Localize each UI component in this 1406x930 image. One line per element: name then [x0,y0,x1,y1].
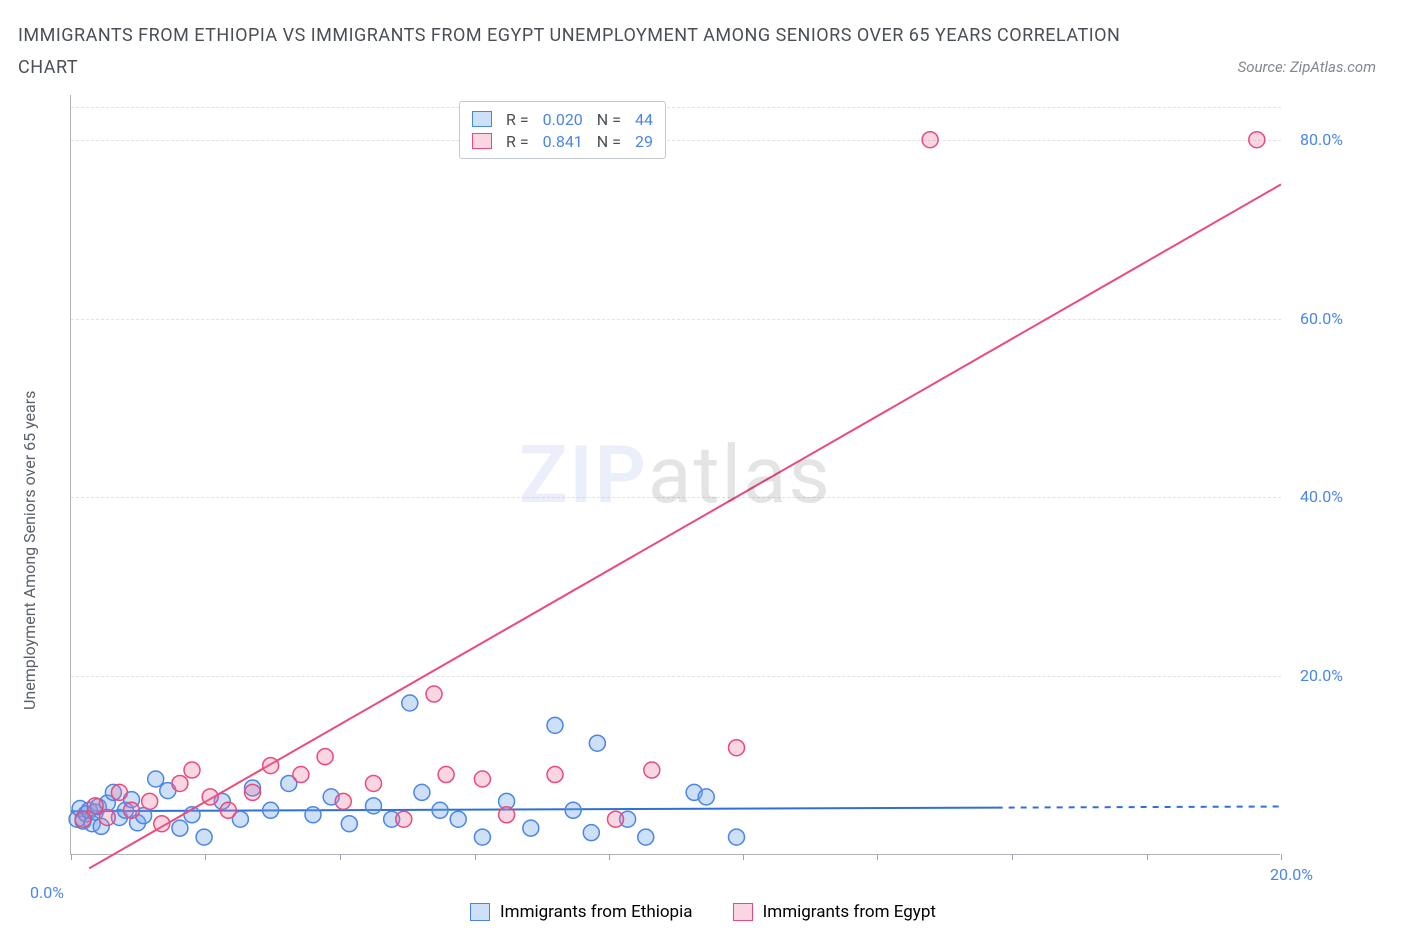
data-point [154,816,170,832]
n-value-egypt: 29 [635,132,653,151]
data-point [729,829,745,845]
plot-region: ZIPatlas R = 0.020 N = 44 R = 0.841 N = … [70,95,1280,855]
data-point [499,807,515,823]
legend-swatch-egypt [733,903,753,921]
data-point [172,775,188,791]
data-point [75,811,91,827]
data-point [438,767,454,783]
data-point [474,771,490,787]
r-value-egypt: 0.841 [543,132,583,151]
data-point [922,132,938,148]
r-label: R = [506,132,529,151]
data-point [196,829,212,845]
data-point [366,798,382,814]
n-value-ethiopia: 44 [635,110,653,129]
y-tick-label: 60.0% [1300,309,1343,328]
legend-label-egypt: Immigrants from Egypt [763,902,936,922]
data-point [396,811,412,827]
data-point [245,784,261,800]
data-point [644,762,660,778]
y-axis-label: Unemployment Among Seniors over 65 years [20,391,39,710]
legend-series: Immigrants from Ethiopia Immigrants from… [0,902,1406,926]
data-point [305,807,321,823]
r-label: R = [506,110,529,129]
data-point [426,686,442,702]
chart-area: ZIPatlas R = 0.020 N = 44 R = 0.841 N = … [70,95,1280,855]
data-point [87,798,103,814]
data-point [698,789,714,805]
data-point [111,784,127,800]
data-point [317,749,333,765]
data-point [220,802,236,818]
legend-swatch-ethiopia [470,903,490,921]
y-tick-label: 40.0% [1300,487,1343,506]
scatter-svg [71,95,1281,855]
data-point [729,740,745,756]
data-point [589,735,605,751]
legend-swatch-ethiopia [472,111,492,127]
data-point [202,789,218,805]
data-point [583,825,599,841]
trend-line-dashed [997,807,1281,808]
data-point [432,802,448,818]
y-tick-label: 80.0% [1300,130,1343,149]
data-point [172,820,188,836]
data-point [263,802,279,818]
data-point [608,811,624,827]
x-tick-label: 0.0% [30,883,64,902]
data-point [547,767,563,783]
y-tick-label: 20.0% [1300,666,1343,685]
n-label: N = [597,110,621,129]
data-point [474,829,490,845]
chart-title: IMMIGRANTS FROM ETHIOPIA VS IMMIGRANTS F… [18,20,1138,85]
data-point [1249,132,1265,148]
data-point [366,775,382,791]
data-point [565,802,581,818]
data-point [142,793,158,809]
data-point [638,829,654,845]
x-tick [1281,854,1282,860]
legend-swatch-egypt [472,133,492,149]
legend-label-ethiopia: Immigrants from Ethiopia [500,902,692,922]
data-point [414,784,430,800]
data-point [341,816,357,832]
data-point [124,802,140,818]
data-point [450,811,466,827]
legend-correlation: R = 0.020 N = 44 R = 0.841 N = 29 [459,101,666,159]
data-point [293,767,309,783]
data-point [402,695,418,711]
source-attribution: Source: ZipAtlas.com [1238,58,1376,76]
data-point [148,771,164,787]
data-point [263,758,279,774]
x-tick-label: 20.0% [1270,865,1313,884]
r-value-ethiopia: 0.020 [543,110,583,129]
data-point [99,809,115,825]
data-point [547,717,563,733]
trend-line [71,808,997,812]
data-point [335,793,351,809]
data-point [523,820,539,836]
data-point [184,762,200,778]
n-label: N = [597,132,621,151]
